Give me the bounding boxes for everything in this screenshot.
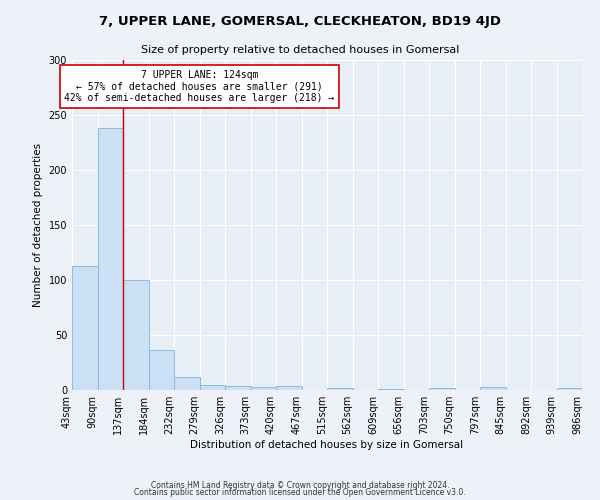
Text: 7 UPPER LANE: 124sqm
← 57% of detached houses are smaller (291)
42% of semi-deta: 7 UPPER LANE: 124sqm ← 57% of detached h…	[64, 70, 335, 103]
Bar	[557, 388, 582, 390]
Bar	[72, 266, 97, 390]
Bar	[97, 128, 123, 390]
Bar	[123, 280, 149, 390]
Bar	[199, 384, 225, 390]
Bar	[225, 386, 251, 390]
Bar	[327, 388, 353, 390]
Bar	[251, 386, 276, 390]
Bar	[378, 389, 404, 390]
Y-axis label: Number of detached properties: Number of detached properties	[33, 143, 43, 307]
Text: Contains HM Land Registry data © Crown copyright and database right 2024.: Contains HM Land Registry data © Crown c…	[151, 480, 449, 490]
X-axis label: Distribution of detached houses by size in Gomersal: Distribution of detached houses by size …	[190, 440, 464, 450]
Text: 7, UPPER LANE, GOMERSAL, CLECKHEATON, BD19 4JD: 7, UPPER LANE, GOMERSAL, CLECKHEATON, BD…	[99, 15, 501, 28]
Bar	[276, 386, 302, 390]
Text: Size of property relative to detached houses in Gomersal: Size of property relative to detached ho…	[141, 45, 459, 55]
Bar	[149, 350, 174, 390]
Bar	[174, 377, 199, 390]
Bar	[480, 386, 505, 390]
Text: Contains public sector information licensed under the Open Government Licence v3: Contains public sector information licen…	[134, 488, 466, 497]
Bar	[429, 388, 455, 390]
